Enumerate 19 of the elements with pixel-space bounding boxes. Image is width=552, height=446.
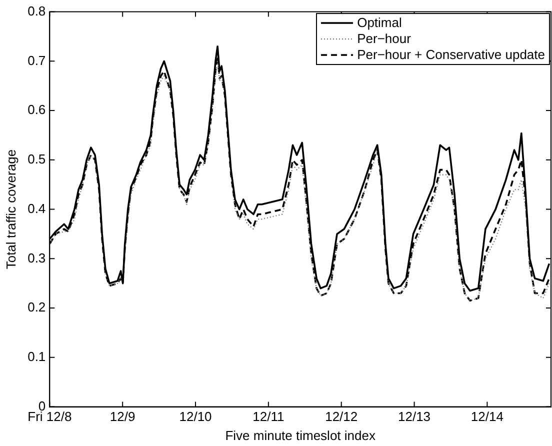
legend-label: Per−hour bbox=[357, 30, 411, 47]
y-tick-label: 0.6 bbox=[28, 102, 46, 118]
y-tick-label: 0.3 bbox=[28, 250, 46, 266]
x-tick-label: 12/12 bbox=[325, 409, 358, 424]
x-tick-label: 12/10 bbox=[179, 409, 212, 424]
x-axis-title: Five minute timeslot index bbox=[225, 428, 376, 443]
y-tick-label: 0.5 bbox=[28, 152, 46, 167]
legend-label: Per−hour + Conservative update bbox=[357, 46, 545, 63]
x-tick-label: 12/14 bbox=[470, 409, 504, 424]
x-tick-label: 12/13 bbox=[398, 409, 431, 424]
y-axis-title: Total traffic coverage bbox=[3, 149, 18, 270]
legend-label: Optimal bbox=[357, 14, 402, 31]
x-tick-label: 12/11 bbox=[252, 409, 284, 424]
y-tick-label: 0.2 bbox=[28, 300, 46, 315]
y-tick-label: 0.7 bbox=[28, 52, 46, 68]
y-tick-label: 0.4 bbox=[28, 200, 46, 216]
y-tick-label: 0.8 bbox=[28, 3, 46, 18]
y-tick-label: 0.1 bbox=[28, 349, 46, 364]
x-tick-label: 12/9 bbox=[110, 409, 136, 424]
